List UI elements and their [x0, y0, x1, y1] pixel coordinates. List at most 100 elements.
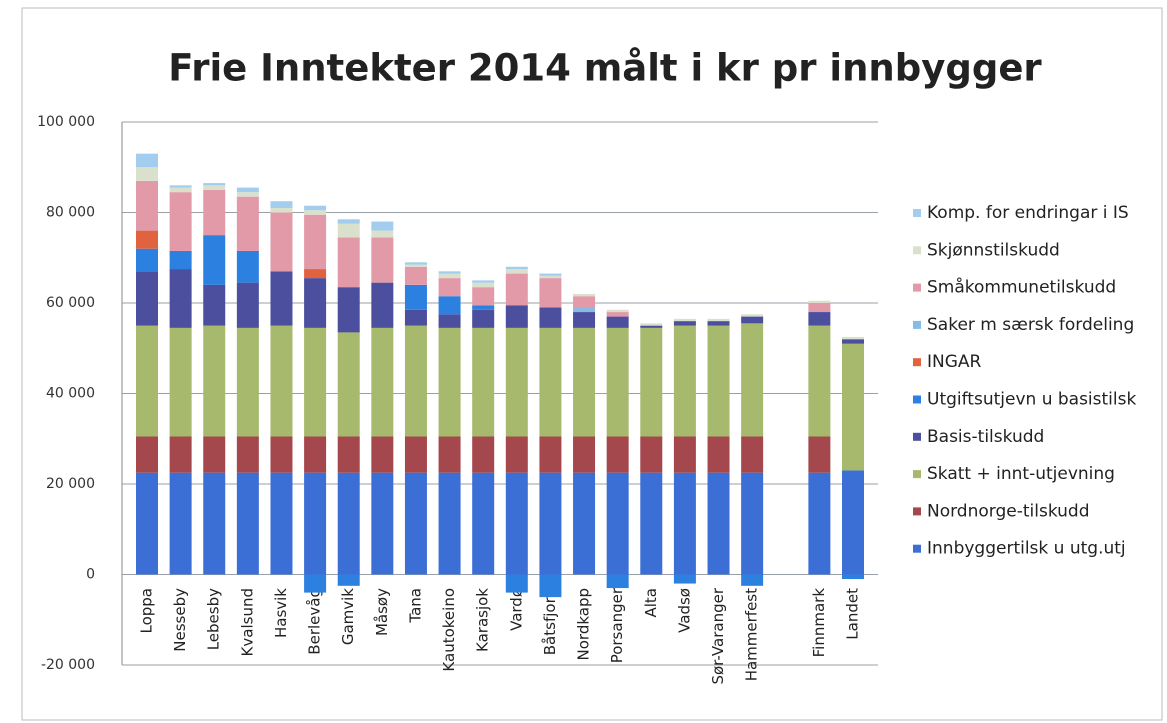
x-tick-label: Finnmark — [810, 588, 828, 658]
y-tick-label: 20 000 — [46, 476, 95, 492]
bar-segment — [371, 327, 394, 437]
bar-segment — [640, 472, 663, 575]
bar-segment — [270, 472, 293, 575]
y-tick-label: 80 000 — [46, 205, 95, 221]
bar-segment — [606, 472, 629, 575]
bar-segment — [573, 436, 596, 473]
bar-segment — [337, 574, 360, 586]
bar-segment — [337, 287, 360, 333]
bar-segment — [539, 275, 562, 279]
bar-segment — [573, 293, 596, 297]
bar-segment — [438, 278, 461, 297]
legend-label: Utgiftsutjevn u basistilsk — [927, 390, 1136, 410]
bar-segment — [304, 574, 327, 593]
bar-segment — [640, 325, 663, 328]
bar-segment — [505, 327, 528, 437]
bar-segment — [136, 248, 158, 272]
bar-segment — [136, 325, 158, 437]
legend-label: Innbyggertilsk u utg.utj — [927, 539, 1126, 559]
bar-segment — [539, 472, 562, 575]
bar-segment — [472, 472, 495, 575]
y-tick-label: 60 000 — [46, 295, 95, 311]
bar-segment — [404, 262, 427, 265]
bar-segment — [707, 472, 730, 575]
bar-segment — [136, 271, 158, 326]
bar-segment — [404, 266, 427, 285]
legend-swatch — [913, 283, 921, 292]
bar-segment — [640, 323, 663, 326]
bar-segment — [371, 472, 394, 575]
bar-segment — [606, 436, 629, 473]
bar-segment — [741, 314, 764, 317]
bar-segment — [169, 269, 192, 328]
bar-segment — [169, 250, 192, 270]
legend-swatch — [913, 320, 921, 329]
bar-segment — [337, 332, 360, 437]
legend-swatch — [913, 209, 921, 217]
bar-segment — [573, 296, 596, 308]
bar-segment — [203, 185, 226, 190]
legend-swatch — [913, 246, 921, 255]
x-tick-label: Sør-Varanger — [709, 587, 727, 684]
bar-segment — [304, 269, 327, 279]
bar-segment — [270, 325, 293, 437]
bar-segment — [203, 472, 226, 575]
legend-label: Komp. for endringar i IS — [927, 203, 1129, 223]
bar-segment — [606, 316, 629, 328]
bar-segment — [472, 436, 495, 473]
bar-segment — [573, 327, 596, 437]
bar-segment — [741, 472, 764, 575]
legend-swatch — [913, 507, 921, 516]
bar-segment — [236, 192, 259, 197]
bar-segment — [808, 472, 831, 575]
x-tick-label: Karasjok — [474, 588, 492, 652]
bar-segment — [539, 273, 562, 276]
bar-segment — [169, 192, 192, 251]
bar-segment — [404, 472, 427, 575]
bar-segment — [741, 574, 764, 586]
bar-segment — [404, 436, 427, 473]
chart-frame — [21, 7, 1163, 721]
bar-segment — [606, 574, 629, 589]
y-tick-label: 40 000 — [46, 386, 95, 402]
bar-segment — [505, 266, 528, 270]
bar-segment — [371, 436, 394, 473]
legend-label: Basis-tilskudd — [927, 427, 1044, 447]
x-tick-label: Berlevåg — [306, 588, 324, 655]
bar-segment — [136, 230, 158, 249]
legend-swatch — [913, 395, 921, 404]
bar-segment — [438, 436, 461, 473]
bar-segment — [707, 321, 730, 326]
legend-label: INGAR — [927, 352, 982, 372]
x-tick-label: Alta — [642, 588, 660, 618]
bar-segment — [304, 327, 327, 437]
bar-segment — [640, 436, 663, 473]
bar-segment — [203, 284, 226, 326]
x-tick-label: Kvalsund — [238, 588, 256, 656]
bar-segment — [842, 339, 864, 344]
y-tick-label: -20 000 — [41, 657, 95, 673]
bar-segment — [136, 472, 158, 575]
bar-segment — [573, 307, 596, 313]
chart-title: Frie Inntekter 2014 målt i kr pr innbygg… — [168, 47, 1042, 90]
bar-segment — [808, 436, 831, 473]
bar-segment — [169, 327, 192, 437]
bar-segment — [472, 327, 495, 437]
bar-segment — [169, 436, 192, 473]
bar-segment — [203, 189, 226, 236]
bar-segment — [404, 284, 427, 310]
bar-segment — [203, 436, 226, 473]
x-tick-label: Kautokeino — [440, 588, 458, 672]
bar-segment — [404, 309, 427, 326]
bar-segment — [270, 207, 293, 213]
bar-segment — [842, 336, 864, 340]
bar-segment — [203, 183, 226, 186]
bar-segment — [808, 312, 831, 326]
bar-segment — [472, 287, 495, 306]
legend-swatch — [913, 544, 921, 553]
bar-segment — [337, 436, 360, 473]
bar-segment — [404, 264, 427, 267]
x-tick-label: Båtsfjord — [541, 588, 559, 655]
bar-segment — [438, 314, 461, 328]
